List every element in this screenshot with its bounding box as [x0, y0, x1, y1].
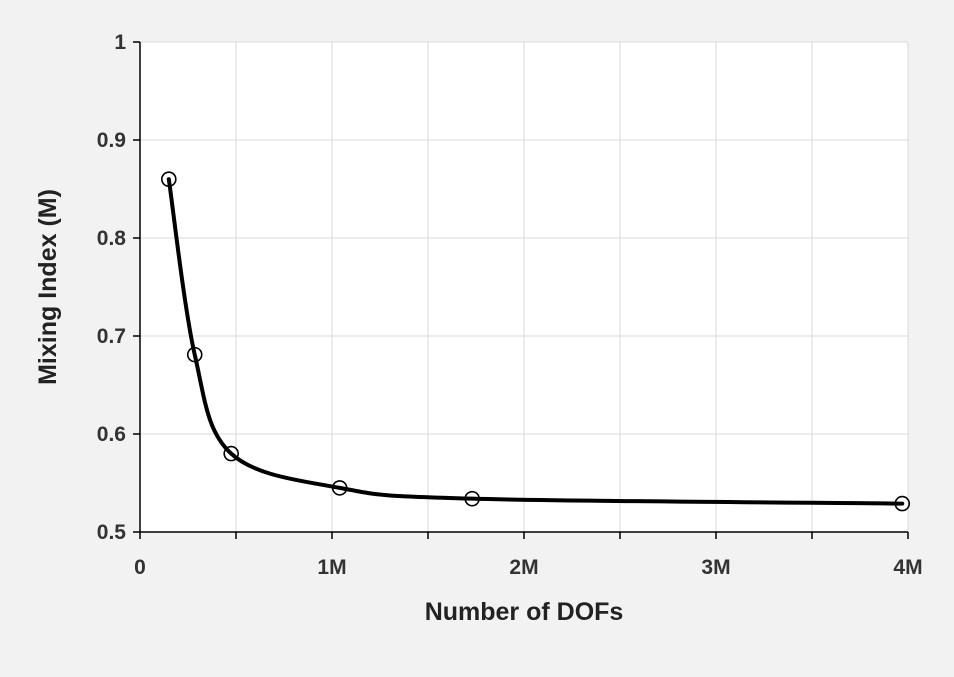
data-series — [161, 171, 911, 512]
x-tick-label: 2M — [509, 556, 538, 579]
y-tick-label: 1 — [114, 31, 126, 54]
x-tick-label: 1M — [317, 556, 346, 579]
gridlines — [140, 41, 909, 532]
y-tick-label: 0.7 — [97, 325, 126, 348]
y-tick-label: 0.8 — [97, 227, 127, 250]
x-tick-label: 0 — [134, 556, 146, 579]
y-tick-label: 0.9 — [97, 129, 126, 152]
data-point-marker — [161, 171, 177, 187]
data-point-marker — [186, 346, 203, 363]
data-point-marker — [331, 480, 348, 496]
x-tick-label: 3M — [701, 556, 730, 579]
axes — [133, 41, 909, 539]
y-tick-label: 0.6 — [97, 423, 126, 446]
tick-labels: 0.5 0.6 0.7 0.8 0.9 1 0 1M 2M 3M 4M — [97, 31, 923, 579]
x-tick-label: 4M — [893, 556, 922, 579]
series-line — [166, 177, 905, 506]
y-tick-label: 0.5 — [97, 521, 127, 544]
data-point-marker — [464, 490, 480, 507]
y-axis-title: Mixing Index (M) — [34, 189, 62, 385]
x-axis-title: Number of DOFs — [425, 598, 624, 626]
data-point-marker — [894, 495, 911, 512]
data-point-marker — [223, 445, 239, 462]
